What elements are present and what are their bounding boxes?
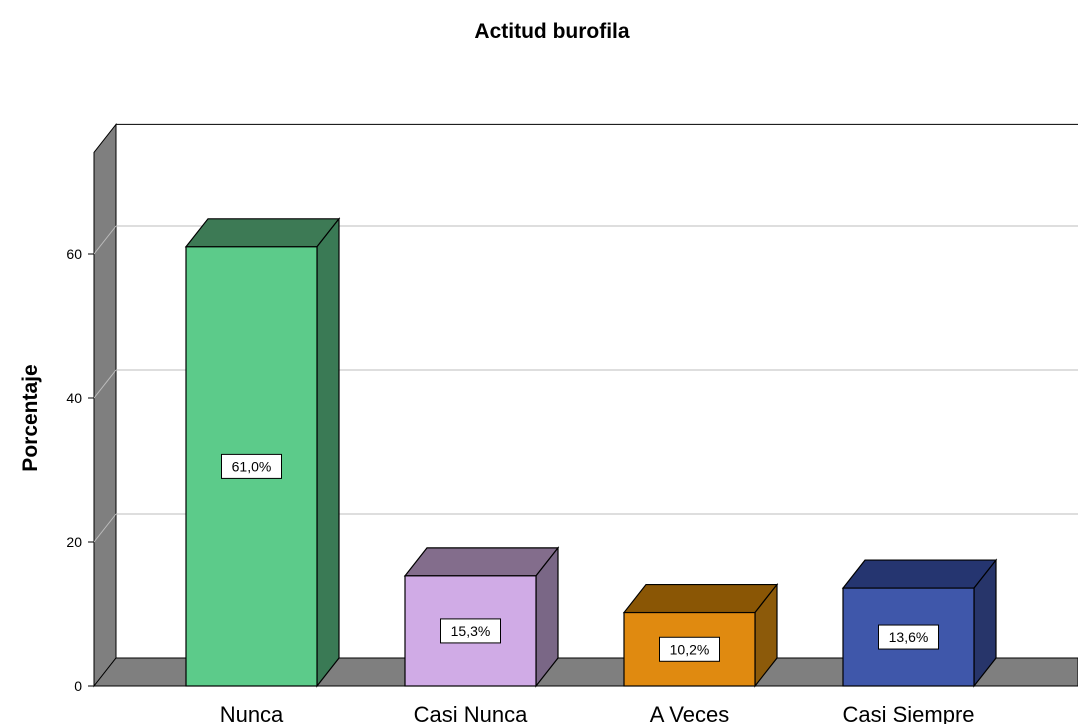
data-label-box bbox=[878, 624, 939, 650]
gridline-diagonal bbox=[93, 225, 117, 255]
data-label: 61,0% bbox=[232, 458, 272, 474]
gridline-diagonal bbox=[93, 513, 117, 543]
bar-nunca: 61,0% bbox=[184, 217, 341, 688]
chart-walls bbox=[92, 122, 1078, 688]
x-tick-label: A Veces bbox=[650, 702, 730, 724]
bar-top bbox=[622, 583, 779, 614]
y-tick-label: 0 bbox=[74, 678, 82, 694]
data-label: 10,2% bbox=[670, 641, 710, 657]
y-axis-title: Porcentaje bbox=[19, 364, 42, 471]
data-label: 15,3% bbox=[451, 623, 491, 639]
bar-top bbox=[403, 547, 560, 577]
y-tick-label: 40 bbox=[66, 390, 82, 406]
bar-casi-nunca: 15,3% bbox=[403, 546, 560, 688]
back-wall-outline bbox=[115, 123, 1078, 658]
bar-side bbox=[316, 217, 340, 688]
x-tick-label: Casi Nunca bbox=[414, 702, 528, 724]
y-tick-label: 20 bbox=[66, 534, 82, 550]
data-label-box bbox=[440, 618, 501, 644]
chart-title: Actitud burofila bbox=[474, 20, 629, 43]
gridline-diagonal bbox=[93, 369, 117, 399]
x-tick-label: Nunca bbox=[220, 702, 284, 724]
bar-a-veces: 10,2% bbox=[622, 582, 779, 688]
bar-top bbox=[841, 559, 998, 589]
bar-casi-siempre: 13,6% bbox=[841, 558, 998, 688]
category-labels: Nunca Casi Nunca A Veces Casi Siempre bbox=[220, 702, 975, 724]
x-tick-label: Casi Siempre bbox=[842, 702, 974, 724]
left-wall bbox=[93, 122, 117, 688]
data-label: 13,6% bbox=[889, 629, 929, 645]
bar-top bbox=[184, 218, 341, 248]
y-tick-label: 60 bbox=[66, 246, 82, 262]
data-label-box bbox=[659, 636, 720, 662]
bars: 61,0% 15,3% 10,2% 13,6% bbox=[184, 217, 998, 688]
data-label-box bbox=[221, 453, 282, 479]
y-axis-ticks: 0 20 40 60 bbox=[66, 246, 94, 694]
